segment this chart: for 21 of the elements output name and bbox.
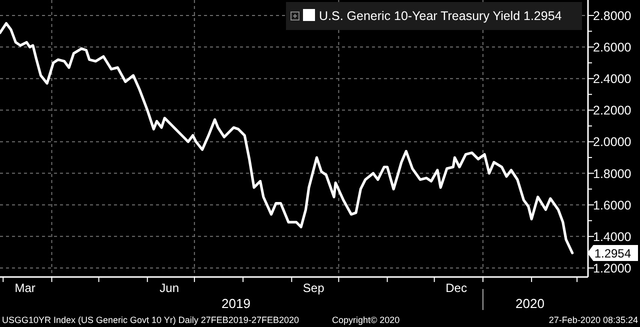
y-tick-label: 2.4000 [593, 72, 632, 86]
text: 27-Feb-2020 08:35:24 [548, 315, 638, 325]
y-tick-label: 1.4000 [593, 230, 632, 244]
y-tick-label: 2.8000 [593, 8, 632, 23]
text: Copyright© 2020 [332, 315, 400, 325]
text: 2020 [516, 296, 544, 311]
y-tick-label: 2.0000 [593, 135, 632, 150]
y-tick-label: 2.6000 [593, 40, 632, 55]
text: USGG10YR Index (US Generic Govt 10 Yr) Daily 27FEB2019-27FEB2020 [2, 315, 299, 325]
y-tick-label: 1.6000 [593, 198, 632, 212]
annotation: 1.2954 [594, 246, 632, 260]
legend-label: U.S. Generic 10-Year Treasury Yield 1.2954 [319, 9, 562, 23]
y-tick-label: 1.8000 [593, 166, 632, 181]
text: 2019 [222, 296, 250, 311]
x-tick-label: Jun [160, 281, 180, 295]
x-tick-label: Mar [14, 281, 36, 295]
y-tick-label: 1.2000 [593, 262, 632, 276]
x-tick-label: Dec [446, 281, 467, 295]
line-series [0, 22, 574, 254]
x-tick-label: Sep [302, 281, 325, 295]
y-tick-label: 2.2000 [593, 104, 632, 118]
